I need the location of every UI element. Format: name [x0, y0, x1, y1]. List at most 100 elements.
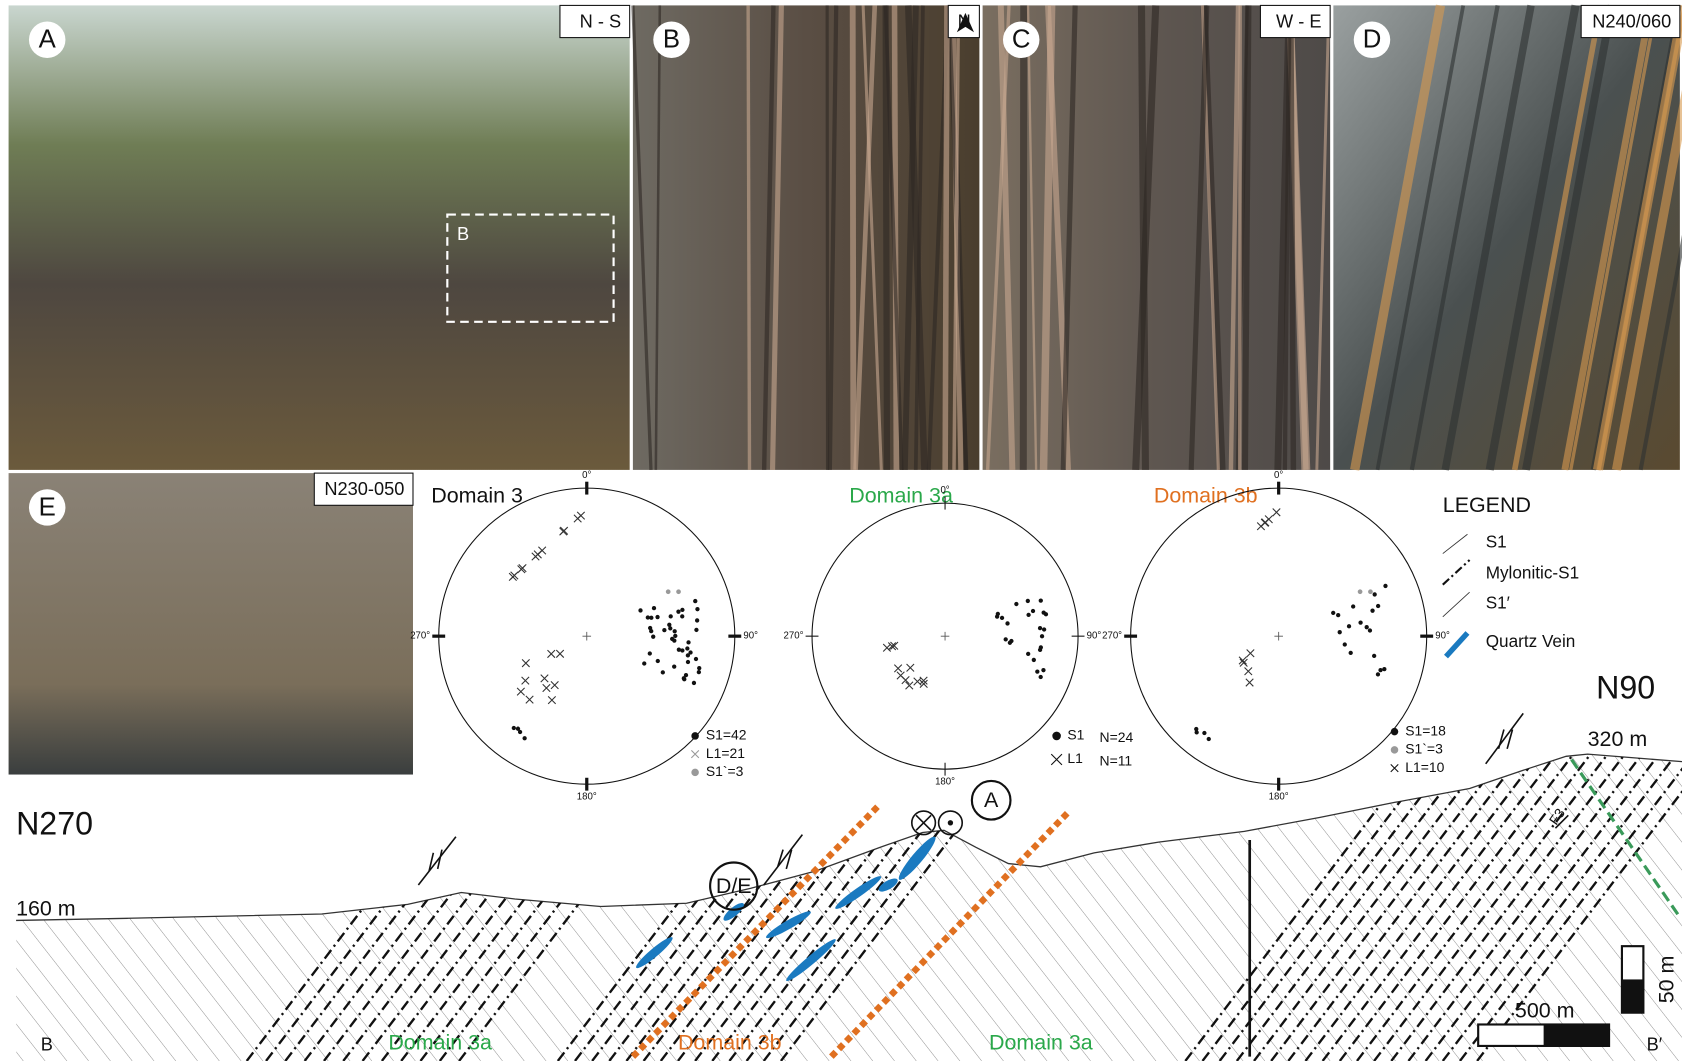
panel-label: E: [39, 493, 56, 521]
pole-point: [673, 629, 677, 633]
lineation-point: [1247, 649, 1255, 657]
orientation-label: N240/060: [1592, 10, 1671, 31]
centre-cross: [1274, 632, 1283, 641]
pole-point: [1038, 626, 1042, 630]
pole-point: [522, 736, 526, 740]
orientation-right: N90: [1596, 669, 1655, 705]
lineation-point: [1273, 509, 1281, 517]
degree-label: 270°: [410, 631, 430, 642]
pole-point: [516, 727, 520, 731]
stereonet-legend: S1=42: [706, 727, 747, 743]
pole-point: [676, 610, 680, 614]
pole-point: [670, 637, 674, 641]
photo-e: [9, 473, 413, 774]
pole-point: [668, 626, 672, 630]
legend-item: Mylonitic-S1: [1486, 562, 1579, 582]
pole-point: [1338, 630, 1342, 634]
stereonet-legend: S1`=3: [1405, 741, 1443, 757]
pole-point: [648, 626, 652, 630]
legend-point: [1052, 732, 1061, 741]
pole-point: [1347, 624, 1351, 628]
pole-point: [1376, 604, 1380, 608]
site-label: A: [984, 788, 999, 812]
domain-label: Domain 3a: [989, 1030, 1093, 1054]
pole-point: [669, 614, 673, 618]
pole-point: [686, 640, 690, 644]
panel-label: D: [1363, 26, 1382, 54]
pole-point: [692, 681, 696, 685]
stereonet-legend: L1=10: [1405, 759, 1444, 775]
pole-point: [686, 653, 690, 657]
pole-point: [1202, 731, 1206, 735]
pole-point: [1372, 654, 1376, 658]
stereonet-legend: S1`=3: [706, 763, 744, 779]
pole-point: [1040, 634, 1044, 638]
lineation-point: [560, 527, 568, 535]
degree-label: 0°: [940, 485, 949, 496]
lineation-point: [538, 547, 546, 555]
pole-point: [1032, 658, 1036, 662]
pole-point: [661, 670, 665, 674]
degree-label: 90°: [743, 631, 758, 642]
elevation-right: 320 m: [1588, 727, 1648, 751]
pole-point: [1026, 599, 1030, 603]
lineation-point: [897, 672, 905, 680]
lineation-point: [691, 750, 699, 758]
lineation-point: [883, 644, 891, 652]
pole-point: [1000, 616, 1004, 620]
legend-point: [691, 732, 699, 740]
lineation-point: [1245, 667, 1253, 675]
lineation-point: [1246, 679, 1254, 687]
pole-point: [1351, 604, 1355, 608]
lineation-point: [577, 512, 585, 520]
stereonet-legend: S1=18: [1405, 722, 1446, 738]
lineation-point: [543, 684, 551, 692]
pole-point: [1014, 602, 1018, 606]
figure: AN - SBBNCW - EDN240/060EN230-050 Domain…: [0, 0, 1682, 1061]
pole-point: [1041, 668, 1045, 672]
degree-label: 0°: [582, 470, 591, 481]
panel-label: A: [39, 26, 57, 54]
pole-point: [651, 635, 655, 639]
pole-point: [656, 659, 660, 663]
domain-label: Domain 3a: [388, 1030, 492, 1054]
degree-label: 270°: [784, 631, 804, 642]
legend: LEGEND S1 Mylonitic-S1 S1′ Quartz Vein: [1443, 493, 1579, 657]
pole-point: [638, 608, 642, 612]
degree-label: 180°: [1269, 792, 1289, 803]
lineation-point: [1257, 523, 1265, 531]
stereonet-title: Domain 3b: [1154, 483, 1258, 507]
pole-point: [680, 608, 684, 612]
pole-point: [676, 589, 681, 594]
pole-point: [693, 599, 697, 603]
pole-point: [680, 614, 684, 618]
centre-cross: [941, 632, 950, 641]
pole-point: [1039, 675, 1043, 679]
pole-point: [1039, 598, 1043, 602]
pole-point: [686, 660, 690, 664]
centre-cross: [582, 632, 591, 641]
lineation-point: [547, 650, 555, 658]
elevation-left: 160 m: [16, 896, 76, 920]
pole-point: [1343, 642, 1347, 646]
stereonet-count: N=11: [1100, 752, 1133, 768]
pole-point: [1368, 589, 1373, 594]
pole-point: [673, 634, 677, 638]
pole-point: [1336, 613, 1340, 617]
pole-point: [667, 623, 671, 627]
legend-item: Quartz Vein: [1486, 631, 1576, 651]
degree-label: 270°: [1102, 631, 1122, 642]
panel-label: B: [663, 26, 680, 54]
pole-point: [1331, 611, 1335, 615]
pole-point: [1005, 621, 1009, 625]
legend-item: S1: [1486, 531, 1507, 551]
pole-point: [1382, 667, 1386, 671]
pole-point: [680, 648, 684, 652]
degree-label: 90°: [1087, 631, 1102, 642]
lineation-point: [541, 675, 549, 683]
legend-title: LEGEND: [1443, 493, 1531, 517]
lineation-point: [548, 696, 556, 704]
scale-label: 50 m: [1655, 956, 1679, 1004]
pole-point: [1038, 648, 1042, 652]
pole-point: [694, 628, 698, 632]
